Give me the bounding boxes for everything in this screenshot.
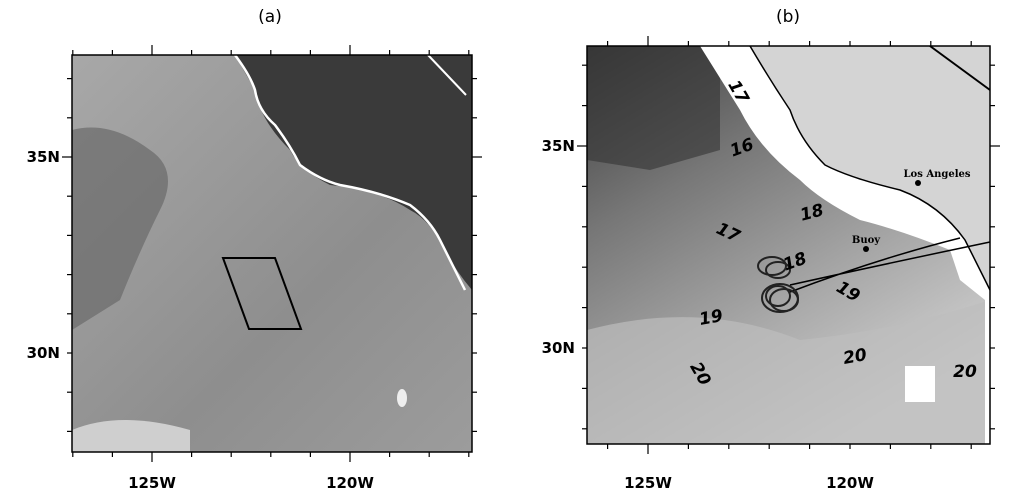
lat-label: 35N	[27, 148, 60, 166]
island	[397, 389, 407, 407]
coastal-gap	[700, 46, 990, 444]
place-marker	[915, 180, 921, 186]
study-box	[221, 257, 303, 330]
cloud-texture	[72, 420, 190, 452]
lon-label: 120W	[826, 474, 874, 492]
lon-label: 125W	[128, 474, 176, 492]
land	[750, 46, 990, 290]
lat-label: 35N	[542, 137, 575, 155]
cloud-texture	[72, 127, 168, 330]
lat-label: 30N	[542, 339, 575, 357]
track-loops	[757, 256, 799, 313]
place-marker	[863, 246, 869, 252]
contour-label: 20	[953, 362, 977, 382]
sst-region	[587, 46, 720, 170]
coastal-gap	[905, 366, 935, 402]
frame	[71, 54, 473, 453]
land	[235, 55, 472, 290]
border	[929, 45, 991, 91]
panel-label: (a)	[258, 7, 282, 27]
border	[427, 54, 467, 96]
frame-ticks	[62, 36, 1000, 462]
sst-region	[587, 300, 990, 444]
coastline	[233, 54, 467, 291]
coastline	[749, 45, 991, 291]
lat-label: 30N	[27, 344, 60, 362]
frame	[586, 45, 991, 445]
lon-label: 120W	[326, 474, 374, 492]
contour-label: 19	[698, 306, 725, 330]
lon-label: 125W	[624, 474, 672, 492]
panel-label: (b)	[776, 7, 800, 27]
ship-track	[789, 237, 991, 293]
place-label: Buoy	[852, 235, 881, 246]
contour-label: 20	[842, 345, 869, 369]
place-label: Los Angeles	[904, 169, 971, 180]
panel-a: (a) 35N 30N 125W 120W	[27, 7, 473, 492]
